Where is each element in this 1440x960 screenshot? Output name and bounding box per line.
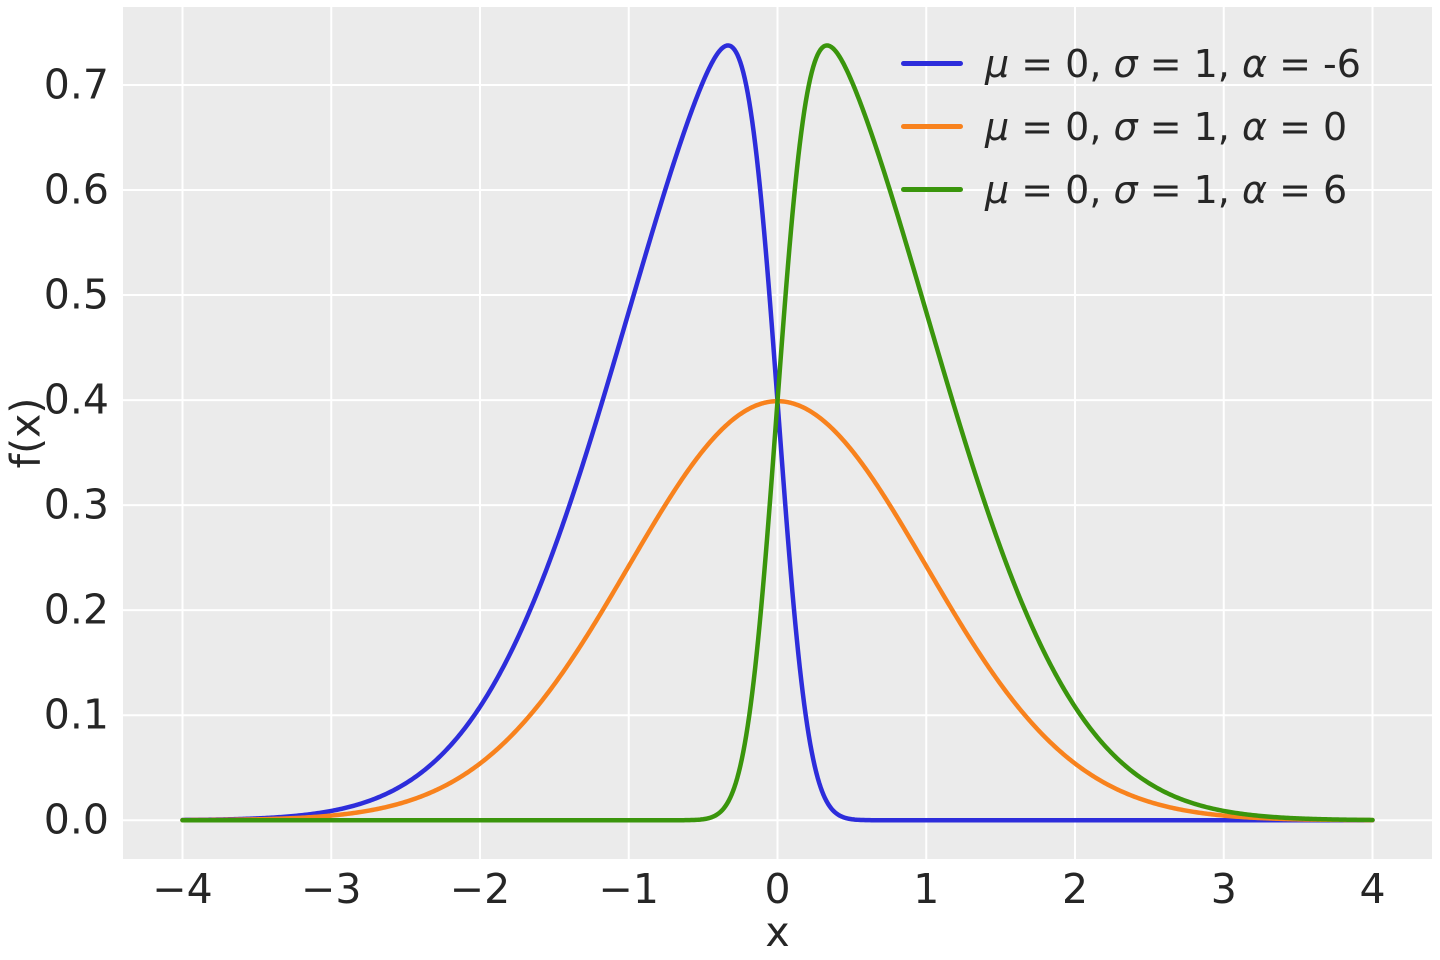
x-tick-label: 0	[764, 865, 791, 913]
x-tick-label: 1	[913, 865, 940, 913]
legend-line-swatch	[901, 187, 963, 192]
y-tick-label: 0.3	[43, 480, 109, 529]
y-tick-label: 0.1	[43, 690, 109, 739]
legend-line-swatch	[901, 61, 963, 66]
y-tick-label: 0.7	[43, 60, 109, 109]
x-tick-label: −4	[152, 865, 213, 913]
legend-entry: μ = 0, σ = 1, α = -6	[901, 32, 1361, 95]
x-tick-label: 3	[1210, 865, 1237, 913]
legend-label: μ = 0, σ = 1, α = 6	[985, 167, 1348, 212]
x-tick-label: −3	[301, 865, 362, 913]
y-tick-label: 0.5	[43, 270, 109, 319]
y-axis-label: f(x)	[1, 397, 50, 469]
y-tick-label: 0.0	[43, 795, 109, 844]
x-tick-label: −1	[598, 865, 659, 913]
y-tick-label: 0.4	[43, 375, 109, 424]
x-tick-label: 4	[1359, 865, 1386, 913]
legend-entry: μ = 0, σ = 1, α = 6	[901, 158, 1361, 221]
y-tick-label: 0.2	[43, 585, 109, 634]
legend-label: μ = 0, σ = 1, α = -6	[985, 41, 1361, 86]
x-tick-label: 2	[1061, 865, 1089, 913]
x-tick-label: −2	[449, 865, 511, 913]
series-line	[180, 43, 1375, 823]
x-axis-label: x	[765, 908, 790, 956]
legend-line-swatch	[901, 124, 963, 129]
legend: μ = 0, σ = 1, α = -6 μ = 0, σ = 1, α = 0 μ…	[901, 32, 1361, 221]
y-tick-label: 0.6	[43, 165, 109, 214]
legend-label: μ = 0, σ = 1, α = 0	[985, 104, 1348, 149]
legend-entry: μ = 0, σ = 1, α = 0	[901, 95, 1361, 158]
